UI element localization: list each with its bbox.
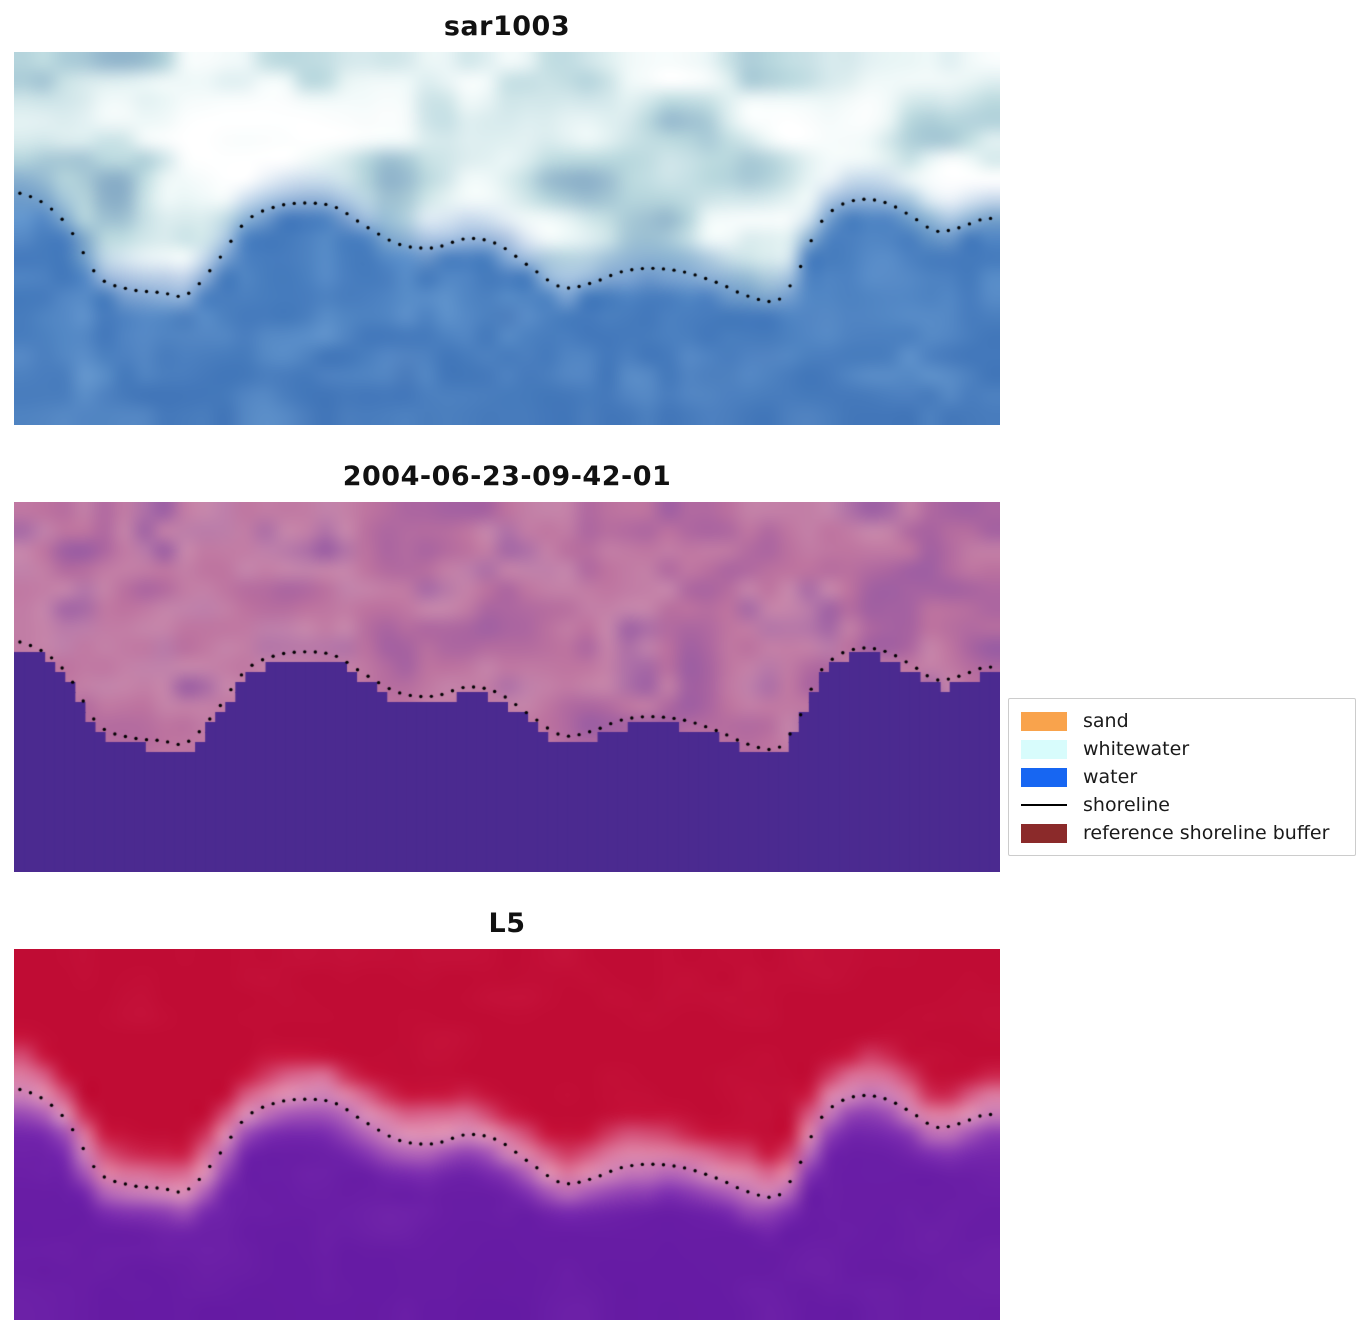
legend-label-reference-buffer: reference shoreline buffer — [1083, 822, 1330, 844]
panel-title-sar1003: sar1003 — [443, 11, 571, 42]
legend-item-reference-buffer: reference shoreline buffer — [1021, 820, 1343, 846]
legend-item-sand: sand — [1021, 708, 1343, 734]
legend-item-water: water — [1021, 764, 1343, 790]
whitewater-swatch-icon — [1021, 739, 1067, 759]
sar-image — [14, 52, 1000, 425]
legend-label-water: water — [1083, 766, 1138, 788]
legend-label-shoreline: shoreline — [1083, 794, 1170, 816]
panel-sar1003: sar1003 — [14, 10, 1000, 425]
legend-label-whitewater: whitewater — [1083, 738, 1190, 760]
water-swatch-icon — [1021, 767, 1067, 787]
legend: sand whitewater water shoreline referenc… — [1008, 698, 1356, 856]
sand-swatch-icon — [1021, 711, 1067, 731]
legend-label-sand: sand — [1083, 710, 1129, 732]
reference-buffer-swatch-icon — [1021, 823, 1067, 843]
shoreline-line-icon — [1021, 804, 1067, 806]
panel-l5: L5 — [14, 907, 1000, 1320]
panel-classified: 2004-06-23-09-42-01 — [14, 460, 1000, 872]
panel-title-l5: L5 — [488, 908, 526, 939]
panel-title-date: 2004-06-23-09-42-01 — [342, 461, 672, 492]
legend-item-whitewater: whitewater — [1021, 736, 1343, 762]
legend-item-shoreline: shoreline — [1021, 792, 1343, 818]
l5-image — [14, 949, 1000, 1320]
classified-image — [14, 502, 1000, 872]
